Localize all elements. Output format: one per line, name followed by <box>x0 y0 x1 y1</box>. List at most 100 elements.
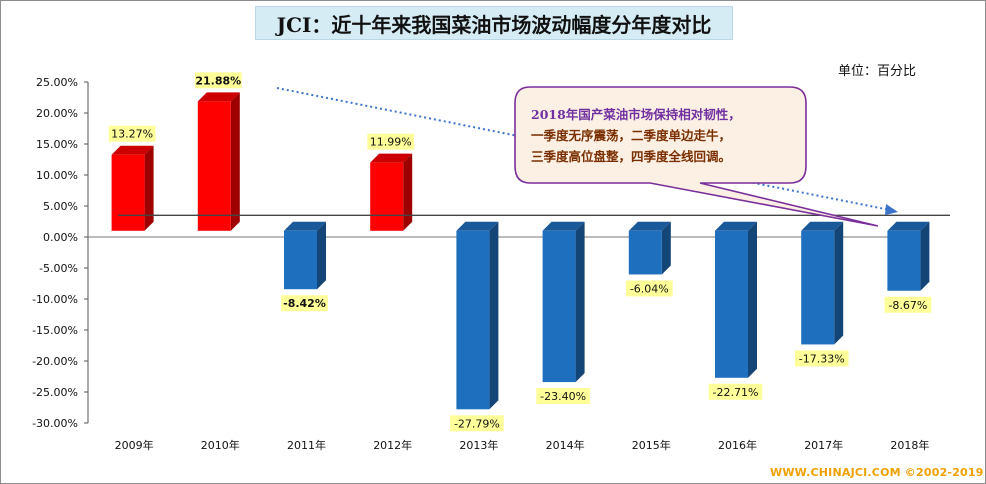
y-tick-label: -25.00% <box>32 386 78 399</box>
x-tick-label: 2011年 <box>287 438 326 452</box>
y-tick-label: 5.00% <box>43 200 78 213</box>
callout-text: 2018年国产菜油市场保持相对韧性， 一季度无序震荡，二季度单边走牛， 三季度高… <box>531 104 801 167</box>
data-label-bg <box>884 296 932 313</box>
data-label-bg <box>708 383 763 400</box>
x-tick-label: 2015年 <box>632 438 671 452</box>
chart-title: JCI：近十年来我国菜油市场波动幅度分年度对比 <box>276 12 712 37</box>
labels-layer: 2009年 13.27% 2010年 21.88% 2011年 -8.42% 2012年 11… <box>108 72 932 452</box>
bar <box>542 221 585 383</box>
data-label-text: -17.33% <box>799 352 845 365</box>
bar-side <box>920 221 930 291</box>
data-label: -17.33% <box>794 350 849 367</box>
x-tick-label: 2010年 <box>201 438 240 452</box>
bar <box>887 221 930 291</box>
x-tick-label: 2014年 <box>546 438 585 452</box>
data-label-text: -27.79% <box>454 417 500 430</box>
data-label-bg <box>536 388 590 405</box>
bar <box>801 221 844 345</box>
bar-side <box>575 221 585 383</box>
y-tick-label: 25.00% <box>36 76 78 89</box>
y-tick-label: -30.00% <box>32 417 78 430</box>
bar-front <box>197 101 231 231</box>
bar-side <box>230 92 240 231</box>
bar-side <box>661 221 671 275</box>
bar-top <box>801 221 844 231</box>
unit-label: 单位：百分比 <box>838 64 917 79</box>
bar-top <box>542 221 585 231</box>
bar-top <box>456 221 499 231</box>
bar-front <box>284 230 317 290</box>
title-box: JCI：近十年来我国菜油市场波动幅度分年度对比 <box>255 6 733 40</box>
data-label-bg <box>625 280 673 297</box>
data-label: 21.88% <box>194 72 242 89</box>
bar-top <box>715 221 757 231</box>
y-tick-label: 10.00% <box>36 169 78 182</box>
data-label-text: 13.27% <box>111 128 153 141</box>
bar-side <box>144 145 154 231</box>
data-label-bg <box>108 125 156 142</box>
data-label-bg <box>450 415 504 432</box>
data-label: 13.27% <box>108 125 156 142</box>
bar-side <box>834 221 844 345</box>
data-label: -23.40% <box>536 388 590 405</box>
bar <box>284 221 326 290</box>
bar-top <box>370 153 413 163</box>
data-label-text: -22.71% <box>713 386 759 399</box>
bar-top <box>111 145 154 155</box>
bar <box>111 145 154 231</box>
bar <box>197 92 240 231</box>
data-label-bg <box>194 72 242 89</box>
data-label-bg <box>367 133 415 150</box>
bar-side <box>748 221 757 378</box>
bar-top <box>628 221 671 231</box>
bar <box>456 221 499 410</box>
bar-front <box>887 230 921 291</box>
y-tick-label: 15.00% <box>36 138 78 151</box>
x-tick-label: 2012年 <box>373 438 412 452</box>
footer-copyright: WWW.CHINAJCI.COM ©2002-2019 <box>770 466 984 479</box>
data-label-text: 11.99% <box>370 136 412 149</box>
callout-line-2: 一季度无序震荡，二季度单边走牛， <box>531 128 732 143</box>
x-tick-label: 2013年 <box>459 438 498 452</box>
y-tick-label: -10.00% <box>32 293 78 306</box>
bars-layer <box>111 92 930 410</box>
bar-front <box>370 162 404 231</box>
data-label: -8.67% <box>884 296 932 313</box>
callout-bubble <box>514 86 879 227</box>
trend-arrow-line <box>276 87 891 211</box>
y-tick-label: 20.00% <box>36 107 78 120</box>
data-label-text: -8.42% <box>283 297 326 310</box>
data-label-text: -23.40% <box>540 390 586 403</box>
x-tick-label: 2017年 <box>804 438 843 452</box>
data-label-text: -8.67% <box>888 299 927 312</box>
trend-arrow-head <box>885 204 898 215</box>
x-tick-label: 2009年 <box>115 438 154 452</box>
data-label-bg <box>794 350 849 367</box>
x-tick-label: 2016年 <box>718 438 757 452</box>
bar-side <box>317 221 326 290</box>
bar-top <box>887 221 930 231</box>
data-label-text: -6.04% <box>630 282 669 295</box>
trend-layer <box>276 87 898 215</box>
bar-front <box>456 230 490 410</box>
bar <box>628 221 671 275</box>
bar-front <box>628 230 662 275</box>
bar <box>715 221 757 378</box>
data-label: -8.42% <box>281 295 328 312</box>
bar-front <box>715 230 748 378</box>
y-tick-label: 0.00% <box>43 231 78 244</box>
bar-side <box>403 153 413 231</box>
data-label-bg <box>281 295 328 312</box>
x-tick-label: 2018年 <box>890 438 929 452</box>
callout-line-3: 三季度高位盘整，四季度全线回调。 <box>531 149 732 164</box>
bar-top <box>284 221 326 231</box>
y-tick-label: -20.00% <box>32 355 78 368</box>
data-label-text: 21.88% <box>195 74 241 87</box>
bar-front <box>111 154 145 231</box>
callout-line-1: 2018年国产菜油市场保持相对韧性， <box>531 107 741 122</box>
callout-layer <box>514 86 879 227</box>
bar-top <box>197 92 240 102</box>
data-label: -6.04% <box>625 280 673 297</box>
bar-front <box>542 230 576 383</box>
